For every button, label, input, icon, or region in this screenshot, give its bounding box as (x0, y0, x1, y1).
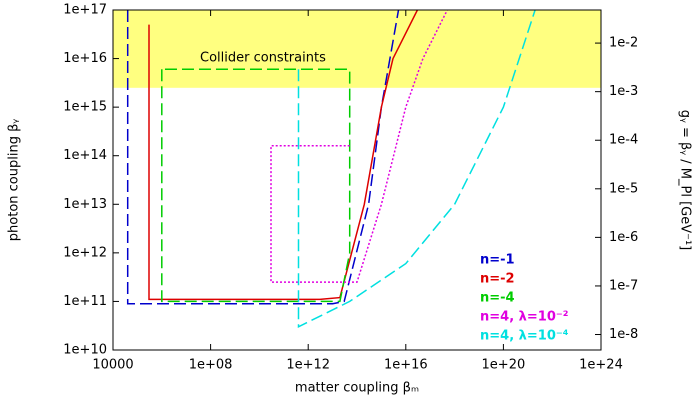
x-tick-label: 1e+08 (189, 358, 233, 373)
y2-tick-label: 1e-7 (609, 278, 638, 293)
x-tick-label: 10000 (92, 358, 133, 373)
y2-tick-label: 1e-5 (609, 181, 638, 196)
x-tick-label: 1e+12 (286, 358, 330, 373)
legend-entry: n=4, λ=10⁻² (480, 310, 568, 325)
plot-frame (112, 9, 602, 351)
legend-entry: n=-2 (480, 272, 515, 287)
series-line (297, 9, 536, 329)
y-tick-label: 1e+15 (63, 100, 107, 115)
y2-tick-label: 1e-4 (609, 133, 638, 148)
y2-tick-label: 1e-3 (609, 84, 638, 99)
legend-entry: n=4, λ=10⁻⁴ (480, 329, 569, 344)
constraint-region (113, 10, 601, 88)
y-tick-label: 1e+13 (63, 197, 107, 212)
region-label: Collider constraints (200, 51, 326, 66)
series-line (148, 9, 419, 301)
y-tick-label: 1e+17 (63, 3, 107, 18)
x-tick-label: 1e+16 (384, 358, 428, 373)
x-axis-label: matter coupling βₘ (295, 381, 419, 396)
y2-tick-label: 1e-2 (609, 36, 638, 51)
y2-tick-label: 1e-6 (609, 230, 638, 245)
x-tick-label: 1e+20 (482, 358, 526, 373)
y-tick-label: 1e+12 (63, 245, 107, 260)
y-tick-label: 1e+14 (63, 148, 107, 163)
y-tick-label: 1e+10 (63, 343, 107, 358)
x-tick-label: 1e+24 (579, 358, 623, 373)
legend-entry: n=-1 (480, 253, 515, 268)
y-tick-label: 1e+11 (63, 294, 107, 309)
series-line (270, 9, 448, 283)
series-line (161, 68, 351, 303)
y-axis-label: photon coupling βᵧ (7, 119, 22, 242)
legend-entry: n=-4 (480, 291, 515, 306)
y2-axis-label: gᵧ = βᵧ / M_Pl [GeV⁻¹] (678, 110, 693, 251)
y-tick-label: 1e+16 (63, 51, 107, 66)
y2-tick-label: 1e-8 (609, 327, 638, 342)
